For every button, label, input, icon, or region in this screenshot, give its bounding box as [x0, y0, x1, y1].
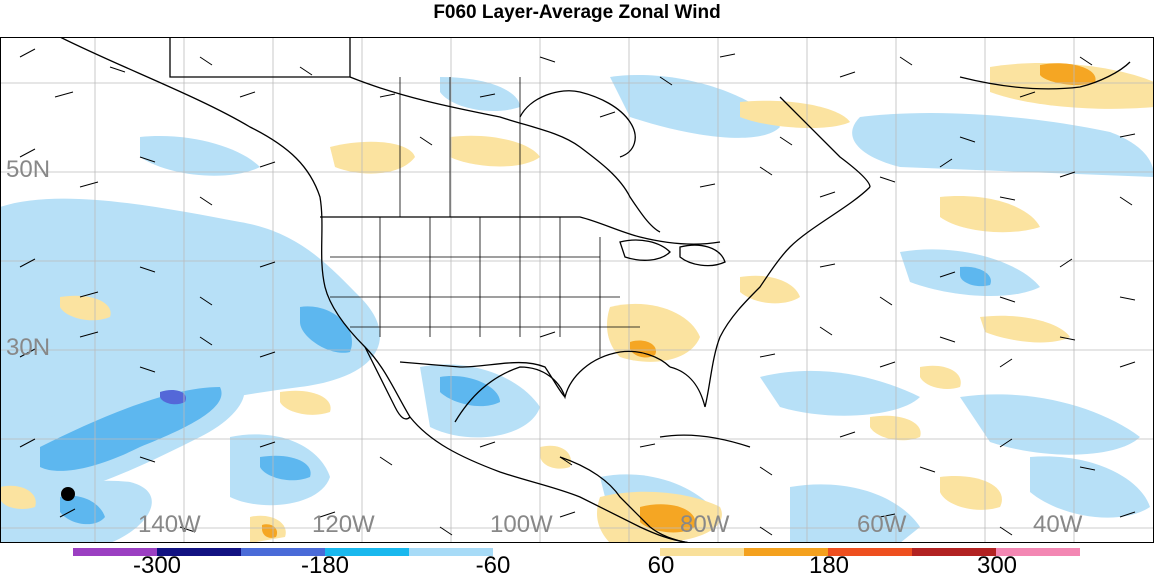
colorbar-swatch	[240, 548, 325, 556]
colorbar-swatch	[912, 548, 997, 556]
lon-label-120w: 120W	[312, 511, 375, 538]
colorbar-label-300: 300	[976, 552, 1018, 579]
colorbar-label-neg60: -60	[475, 552, 511, 579]
colorbar-label-180: 180	[808, 552, 850, 579]
colorbar-swatch	[744, 548, 829, 556]
colorbar-swatch	[996, 548, 1081, 556]
lon-label-100w: 100W	[490, 511, 553, 538]
lon-label-40w: 40W	[1033, 511, 1083, 538]
colorbar-label-neg180: -180	[300, 552, 350, 579]
colorbar-label-60: 60	[647, 552, 675, 579]
lat-lon-grid	[0, 37, 1154, 543]
colorbar-swatch	[156, 548, 241, 556]
map-title: F060 Layer-Average Zonal Wind	[433, 2, 721, 23]
location-marker	[61, 487, 75, 501]
coastlines	[59, 37, 1131, 543]
lat-label-50n: 50N	[6, 156, 51, 183]
wind-map	[0, 37, 1154, 543]
lat-label-30n: 30N	[6, 334, 51, 361]
colorbar-label-neg300: -300	[132, 552, 182, 579]
colorbar-swatch	[576, 548, 661, 556]
colorbar-swatch	[660, 548, 745, 556]
wind-barbs	[19, 48, 1136, 536]
colorbar-swatch	[324, 548, 409, 556]
lon-label-80w: 80W	[680, 511, 730, 538]
lon-label-140w: 140W	[138, 511, 201, 538]
colorbar-swatch	[408, 548, 493, 556]
colorbar	[73, 548, 1081, 556]
colorbar-swatch	[73, 548, 157, 556]
colorbar-swatch	[828, 548, 913, 556]
colorbar-swatch	[492, 548, 577, 556]
lon-label-60w: 60W	[857, 511, 907, 538]
state-borders	[330, 77, 640, 357]
wind-shading	[0, 62, 1154, 543]
